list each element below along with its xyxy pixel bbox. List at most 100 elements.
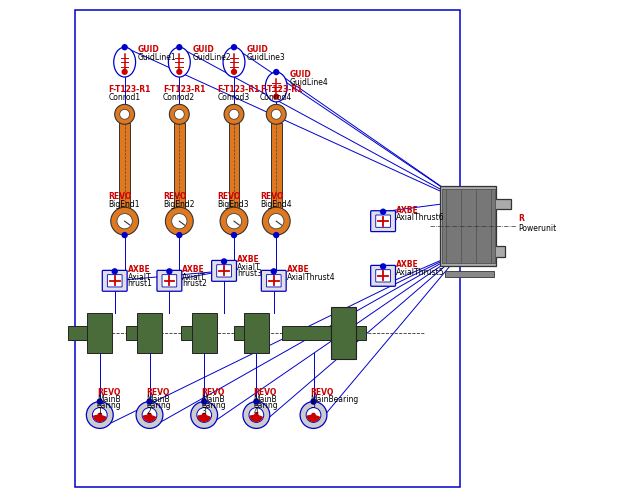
Circle shape bbox=[249, 408, 264, 422]
Text: AxialT: AxialT bbox=[237, 263, 260, 272]
Circle shape bbox=[92, 408, 107, 422]
Polygon shape bbox=[441, 186, 511, 266]
Circle shape bbox=[122, 233, 127, 238]
Polygon shape bbox=[445, 271, 494, 277]
Text: GuidLine2: GuidLine2 bbox=[192, 53, 231, 62]
Polygon shape bbox=[137, 313, 162, 353]
Text: R: R bbox=[518, 214, 524, 223]
Text: F-T123-R1: F-T123-R1 bbox=[108, 85, 150, 94]
Text: Conrod1: Conrod1 bbox=[108, 93, 140, 102]
Text: F-T123-R1: F-T123-R1 bbox=[217, 85, 260, 94]
Circle shape bbox=[243, 402, 270, 428]
Polygon shape bbox=[126, 326, 138, 340]
Polygon shape bbox=[174, 123, 185, 209]
Ellipse shape bbox=[114, 47, 136, 77]
Circle shape bbox=[311, 399, 316, 404]
Circle shape bbox=[87, 402, 113, 428]
FancyBboxPatch shape bbox=[376, 270, 391, 282]
Text: hrust3: hrust3 bbox=[237, 269, 262, 278]
Text: F-T123-R1: F-T123-R1 bbox=[260, 85, 302, 94]
Circle shape bbox=[271, 109, 281, 119]
Circle shape bbox=[203, 414, 206, 416]
Text: REVO: REVO bbox=[253, 388, 277, 397]
Text: BigEnd2: BigEnd2 bbox=[163, 200, 195, 209]
Circle shape bbox=[380, 264, 386, 269]
Text: Conrod4: Conrod4 bbox=[260, 93, 292, 102]
Polygon shape bbox=[191, 313, 217, 353]
Text: MainB: MainB bbox=[97, 395, 121, 404]
Circle shape bbox=[231, 45, 236, 50]
Circle shape bbox=[231, 233, 236, 238]
Circle shape bbox=[271, 269, 276, 274]
Polygon shape bbox=[270, 123, 282, 209]
Text: AXBE: AXBE bbox=[396, 260, 419, 269]
Circle shape bbox=[202, 399, 207, 404]
Text: MainBearing: MainBearing bbox=[310, 395, 359, 404]
Circle shape bbox=[111, 207, 138, 235]
FancyBboxPatch shape bbox=[376, 215, 391, 227]
Polygon shape bbox=[331, 307, 356, 359]
FancyBboxPatch shape bbox=[217, 265, 231, 277]
FancyBboxPatch shape bbox=[107, 275, 122, 287]
Polygon shape bbox=[119, 123, 130, 209]
Circle shape bbox=[220, 207, 248, 235]
Polygon shape bbox=[87, 313, 112, 353]
Polygon shape bbox=[442, 189, 495, 263]
Circle shape bbox=[224, 104, 244, 124]
Text: AXBE: AXBE bbox=[128, 265, 150, 274]
Circle shape bbox=[148, 414, 151, 416]
Circle shape bbox=[191, 402, 217, 428]
Text: REVO: REVO bbox=[163, 192, 186, 201]
Text: REVO: REVO bbox=[217, 192, 241, 201]
Circle shape bbox=[142, 408, 157, 422]
Text: 1: 1 bbox=[97, 407, 102, 416]
Circle shape bbox=[274, 70, 279, 75]
Text: REVO: REVO bbox=[201, 388, 224, 397]
Circle shape bbox=[312, 414, 315, 416]
Ellipse shape bbox=[223, 47, 245, 77]
Circle shape bbox=[177, 233, 182, 238]
Text: GuidLine4: GuidLine4 bbox=[289, 78, 328, 87]
Circle shape bbox=[274, 233, 279, 238]
Text: AxialThrust5: AxialThrust5 bbox=[396, 268, 445, 277]
Polygon shape bbox=[181, 326, 194, 340]
Circle shape bbox=[266, 104, 286, 124]
Circle shape bbox=[229, 109, 239, 119]
Polygon shape bbox=[229, 123, 240, 209]
Text: REVO: REVO bbox=[97, 388, 120, 397]
Text: Conrod2: Conrod2 bbox=[163, 93, 195, 102]
Circle shape bbox=[122, 70, 127, 74]
Text: Conrod3: Conrod3 bbox=[217, 93, 250, 102]
Circle shape bbox=[172, 214, 187, 229]
Circle shape bbox=[112, 269, 117, 274]
Text: earing: earing bbox=[253, 401, 278, 410]
Text: F-T123-R1: F-T123-R1 bbox=[163, 85, 205, 94]
Text: AXBE: AXBE bbox=[237, 255, 260, 264]
Polygon shape bbox=[283, 326, 366, 340]
Circle shape bbox=[255, 414, 258, 416]
Circle shape bbox=[254, 399, 259, 404]
Circle shape bbox=[169, 104, 189, 124]
Circle shape bbox=[262, 207, 290, 235]
FancyBboxPatch shape bbox=[157, 270, 182, 291]
Circle shape bbox=[274, 94, 279, 99]
Circle shape bbox=[231, 70, 236, 74]
Circle shape bbox=[117, 214, 132, 229]
Polygon shape bbox=[244, 313, 269, 353]
Text: 5: 5 bbox=[310, 401, 315, 410]
Polygon shape bbox=[234, 326, 245, 340]
Circle shape bbox=[300, 402, 327, 428]
Text: REVO: REVO bbox=[260, 192, 283, 201]
Text: AXBE: AXBE bbox=[287, 265, 310, 274]
Circle shape bbox=[167, 269, 172, 274]
Text: REVO: REVO bbox=[310, 388, 334, 397]
FancyBboxPatch shape bbox=[267, 275, 281, 287]
Text: 4: 4 bbox=[253, 407, 258, 416]
Text: AxialThrust6: AxialThrust6 bbox=[396, 213, 445, 222]
Text: 3: 3 bbox=[201, 407, 206, 416]
FancyBboxPatch shape bbox=[212, 260, 236, 281]
Wedge shape bbox=[143, 415, 155, 421]
Text: GUID: GUID bbox=[289, 70, 311, 79]
Text: earing: earing bbox=[97, 401, 121, 410]
Ellipse shape bbox=[265, 72, 287, 102]
